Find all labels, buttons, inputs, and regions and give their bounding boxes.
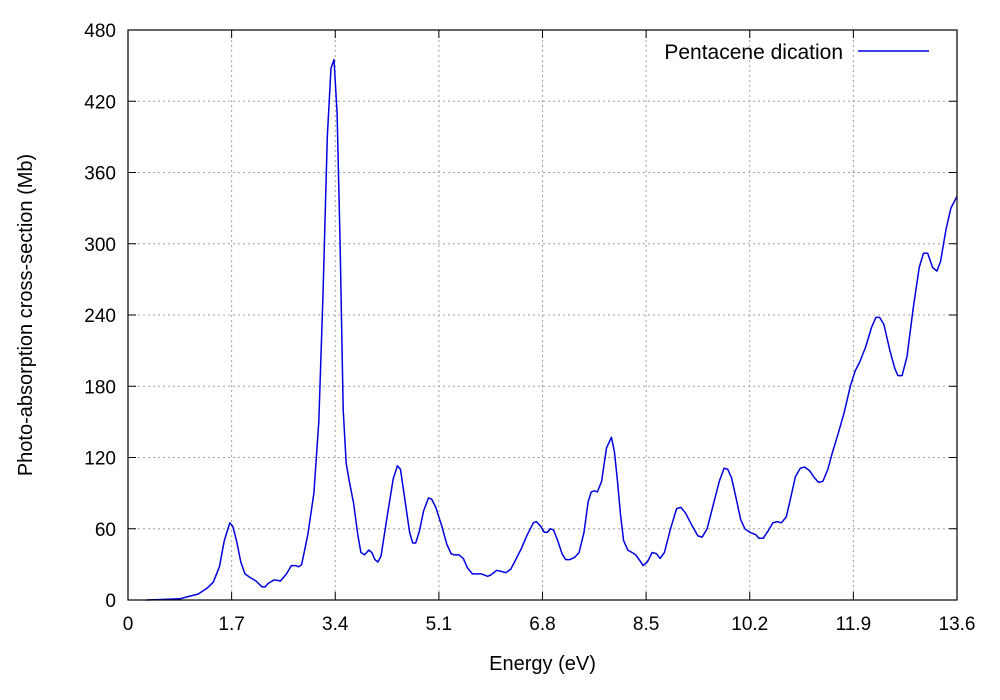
x-tick-label: 3.4 bbox=[322, 614, 349, 635]
grid bbox=[128, 30, 957, 600]
x-tick-label: 8.5 bbox=[633, 614, 659, 635]
y-tick-label: 300 bbox=[84, 235, 116, 256]
x-tick-label: 0 bbox=[123, 614, 134, 635]
y-tick-label: 0 bbox=[105, 591, 116, 612]
y-tick-label: 480 bbox=[84, 21, 116, 42]
plot-frame bbox=[127, 29, 958, 601]
y-tick-label: 360 bbox=[84, 164, 116, 185]
x-tick-label: 6.8 bbox=[529, 614, 555, 635]
y-tick-label: 420 bbox=[84, 92, 116, 113]
y-tick-label: 120 bbox=[84, 449, 116, 470]
y-tick-label: 240 bbox=[84, 306, 116, 327]
x-tick-label: 5.1 bbox=[426, 614, 452, 635]
series-layer bbox=[146, 58, 958, 601]
y-tick-label: 60 bbox=[95, 520, 116, 541]
y-tick-labels: 0 60 120 180 240 300 360 420 480 bbox=[84, 21, 116, 612]
x-tick-label: 1.7 bbox=[218, 614, 244, 635]
x-tick-label: 13.6 bbox=[939, 614, 976, 635]
x-tick-labels: 0 1.7 3.4 5.1 6.8 8.5 10.2 11.9 13.6 bbox=[123, 614, 976, 635]
x-tick-label: 11.9 bbox=[836, 614, 872, 635]
series-line bbox=[146, 58, 958, 601]
legend: Pentacene dication bbox=[664, 41, 929, 64]
legend-label: Pentacene dication bbox=[664, 41, 843, 64]
x-axis-label: Energy (eV) bbox=[489, 653, 596, 675]
x-tick-label: 10.2 bbox=[731, 614, 768, 635]
y-tick-label: 180 bbox=[84, 377, 116, 398]
y-axis-label: Photo-absorption cross-section (Mb) bbox=[15, 154, 37, 476]
